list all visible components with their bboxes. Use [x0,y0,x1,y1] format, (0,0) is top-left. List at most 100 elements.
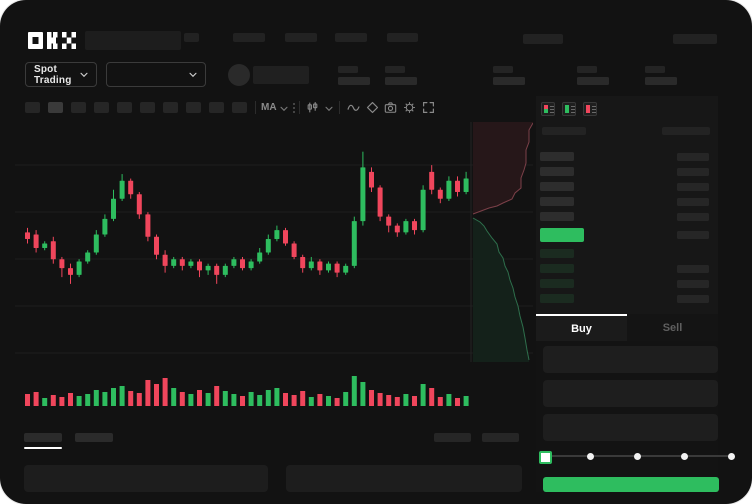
ask-price-placeholder[interactable] [540,167,574,176]
ask-price-placeholder[interactable] [540,182,574,191]
timeframe-button[interactable] [48,102,63,113]
buy-submit-button[interactable] [543,477,719,492]
nav-item-placeholder[interactable] [233,33,265,42]
nav-item-placeholder[interactable] [184,33,199,42]
bid-amount-placeholder [677,264,709,273]
view-icon-line [592,106,596,107]
active-tab-indicator [24,447,62,449]
book-bids-icon[interactable] [562,102,576,116]
bottom-panel-right [286,465,522,492]
bottom-bar-right-placeholder[interactable] [482,433,519,442]
bid-price-placeholder[interactable] [540,279,574,288]
gear-icon[interactable] [403,101,416,114]
okx-logo [28,32,82,49]
ask-amount-placeholder [677,167,709,176]
bid-price-placeholder[interactable] [540,264,574,273]
slider-stop-dot[interactable] [587,452,595,460]
bid-amount-placeholder [677,279,709,288]
camera-icon[interactable] [384,101,397,114]
view-icon-bar [544,105,548,113]
orderbook-col-header-amount [662,127,710,135]
trade-input-field[interactable] [543,346,718,373]
view-icon-line [571,112,575,113]
stat-value-placeholder [493,77,525,85]
ask-amount-placeholder [677,152,709,161]
stat-value-placeholder [645,77,677,85]
expand-icon[interactable] [422,101,435,114]
chevron-down-icon [189,72,197,78]
ask-amount-placeholder [677,212,709,221]
dots-vertical-icon[interactable] [292,102,296,114]
bid-price-placeholder[interactable] [540,294,574,303]
market-type-selector[interactable]: Spot Trading [25,62,97,87]
orderbook-col-header-price [542,127,586,135]
nav-item-placeholder[interactable] [285,33,317,42]
view-icon-line [550,106,554,107]
view-icon-line [550,109,554,110]
book-asks-icon[interactable] [583,102,597,116]
nav-item-placeholder[interactable] [335,33,367,42]
timeframe-button[interactable] [232,102,247,113]
trade-input-field[interactable] [543,380,718,407]
candlestick-chart[interactable] [15,122,533,362]
last-price-amount-placeholder [677,231,709,239]
toolbar-divider [255,101,256,114]
tab-sell[interactable]: Sell [627,314,718,341]
indicator-ma-button[interactable]: MA [261,102,277,113]
stat-label-placeholder [645,66,665,73]
timeframe-button[interactable] [25,102,40,113]
stat-label-placeholder [577,66,597,73]
view-icon-line [571,109,575,110]
chevron-down-icon[interactable] [325,106,333,112]
timeframe-button[interactable] [71,102,86,113]
ask-price-placeholder[interactable] [540,197,574,206]
stat-value-placeholder [338,77,370,85]
bottom-bar-right-placeholder[interactable] [434,433,471,442]
view-icon-line [550,112,554,113]
slider-stop-dot[interactable] [680,452,688,460]
ask-price-placeholder[interactable] [540,212,574,221]
book-combined-icon[interactable] [541,102,555,116]
slider-handle[interactable] [539,451,552,464]
tab-sell-label: Sell [662,321,683,334]
stat-value-placeholder [385,77,417,85]
ask-price-placeholder[interactable] [540,152,574,161]
stat-label-placeholder [338,66,358,73]
slider-stop-dot[interactable] [634,452,641,460]
candle-style-icon[interactable] [306,101,319,114]
tab-buy[interactable]: Buy [536,314,627,341]
wave-icon[interactable] [347,101,360,114]
timeframe-button[interactable] [94,102,109,113]
tag-icon[interactable] [366,101,379,114]
search-input[interactable] [85,31,181,50]
stat-label-placeholder [493,66,513,73]
chevron-down-icon[interactable] [280,106,288,112]
timeframe-button[interactable] [209,102,224,113]
ask-amount-placeholder [677,182,709,191]
pair-selector[interactable] [106,62,206,87]
bottom-tab-placeholder[interactable] [75,433,113,442]
timeframe-button[interactable] [140,102,155,113]
header-right-placeholder[interactable] [673,34,717,44]
timeframe-button[interactable] [117,102,132,113]
stat-label-placeholder [385,66,405,73]
trade-input-field[interactable] [543,414,718,441]
header-right-placeholder[interactable] [523,34,563,44]
view-icon-line [571,106,575,107]
nav-item-placeholder[interactable] [387,33,418,42]
slider-stop-dot[interactable] [727,452,735,460]
view-icon-line [592,109,596,110]
stat-value-placeholder [577,77,609,85]
bottom-tab-placeholder[interactable] [24,433,62,442]
timeframe-button[interactable] [186,102,201,113]
chevron-down-icon [80,72,88,78]
coin-avatar [228,64,250,86]
last-price-badge [540,228,584,242]
view-icon-line [592,112,596,113]
view-icon-bar [565,105,569,113]
toolbar-divider [339,101,340,114]
timeframe-button[interactable] [163,102,178,113]
okx-logo-pixels [28,32,76,49]
bid-amount-placeholder [677,294,709,303]
bid-price-placeholder[interactable] [540,249,574,258]
